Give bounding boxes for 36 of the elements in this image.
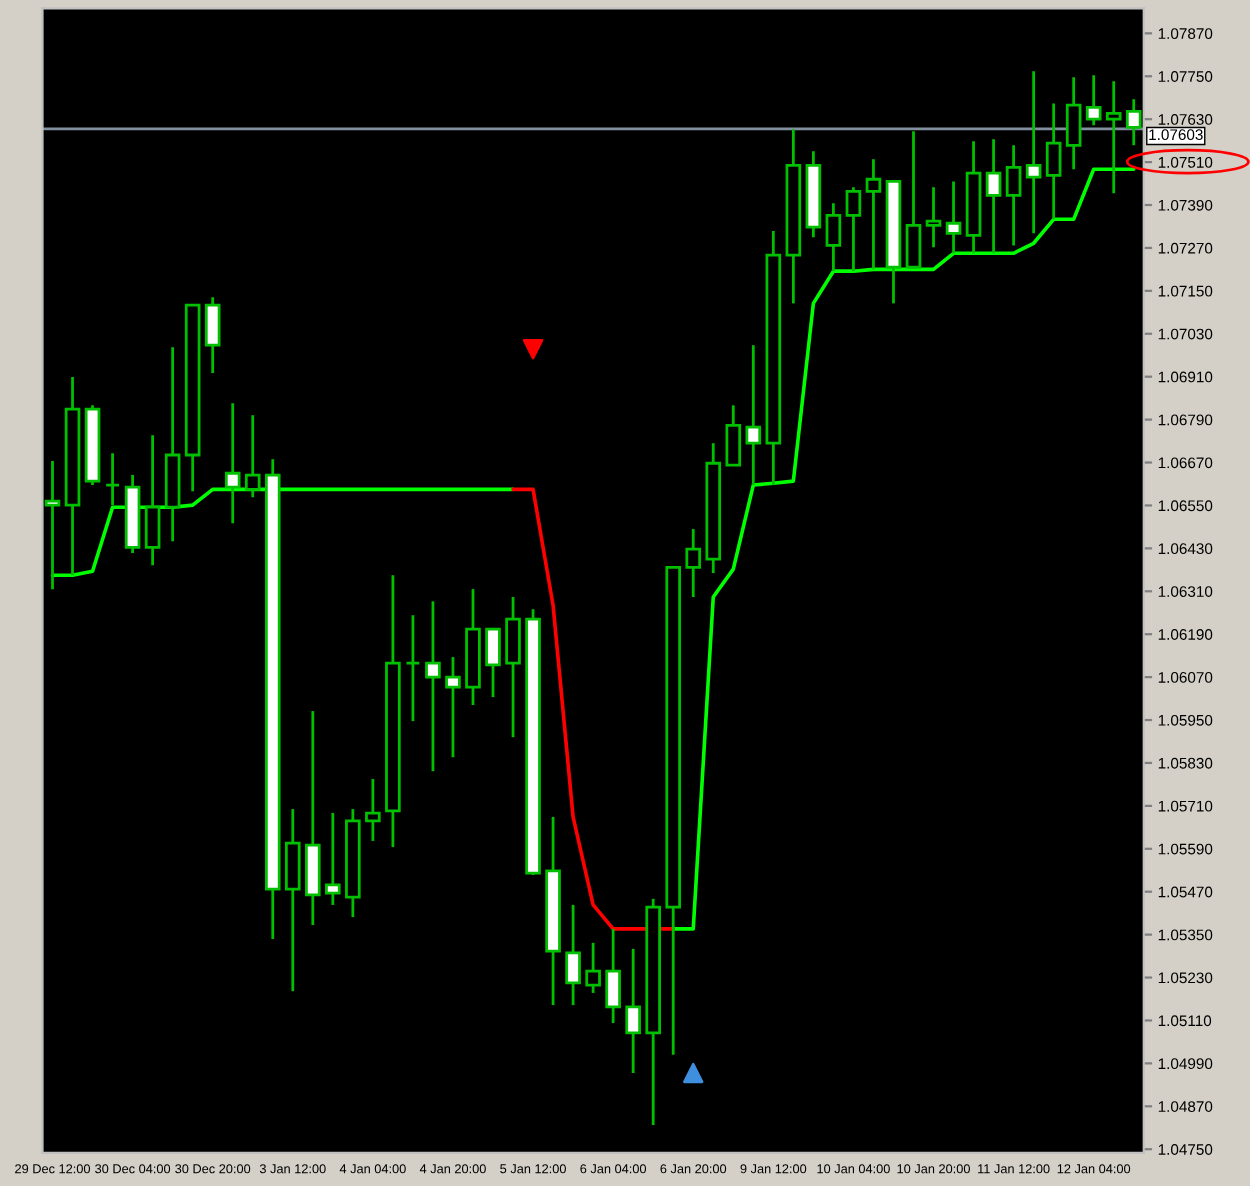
candlestick: [104, 451, 121, 507]
candlestick: [745, 343, 762, 487]
candlestick: [1125, 97, 1142, 147]
candlestick: [505, 595, 521, 739]
candlestick: [224, 401, 241, 525]
candlestick: [485, 627, 501, 699]
candlestick: [985, 137, 1002, 255]
candlestick: [925, 185, 942, 249]
candlestick: [1025, 69, 1042, 235]
candlestick: [144, 433, 161, 567]
candlestick: [445, 655, 461, 759]
candlestick: [1085, 73, 1102, 127]
candlestick: [725, 403, 742, 467]
candlestick: [204, 295, 221, 375]
candlestick: [825, 201, 842, 273]
candlestick: [1005, 143, 1022, 247]
candlestick: [365, 777, 381, 843]
candlestick: [905, 129, 922, 269]
candlestick: [605, 927, 621, 1025]
candlestick: [1065, 75, 1082, 171]
candlestick: [425, 599, 441, 773]
candlestick: [325, 811, 341, 907]
candlestick: [865, 157, 882, 271]
line-series: [511, 487, 676, 931]
candlestick: [685, 527, 702, 599]
candlestick: [565, 903, 581, 1007]
candlestick: [405, 613, 421, 723]
candlestick: [845, 185, 862, 273]
candlestick: [585, 941, 601, 995]
candlestick: [284, 807, 301, 993]
candlestick: [44, 459, 61, 591]
candlestick: [945, 180, 962, 255]
candlestick: [1105, 79, 1122, 195]
candlestick: [1045, 102, 1062, 221]
candlestick: [244, 413, 261, 499]
candlestick: [625, 947, 641, 1075]
